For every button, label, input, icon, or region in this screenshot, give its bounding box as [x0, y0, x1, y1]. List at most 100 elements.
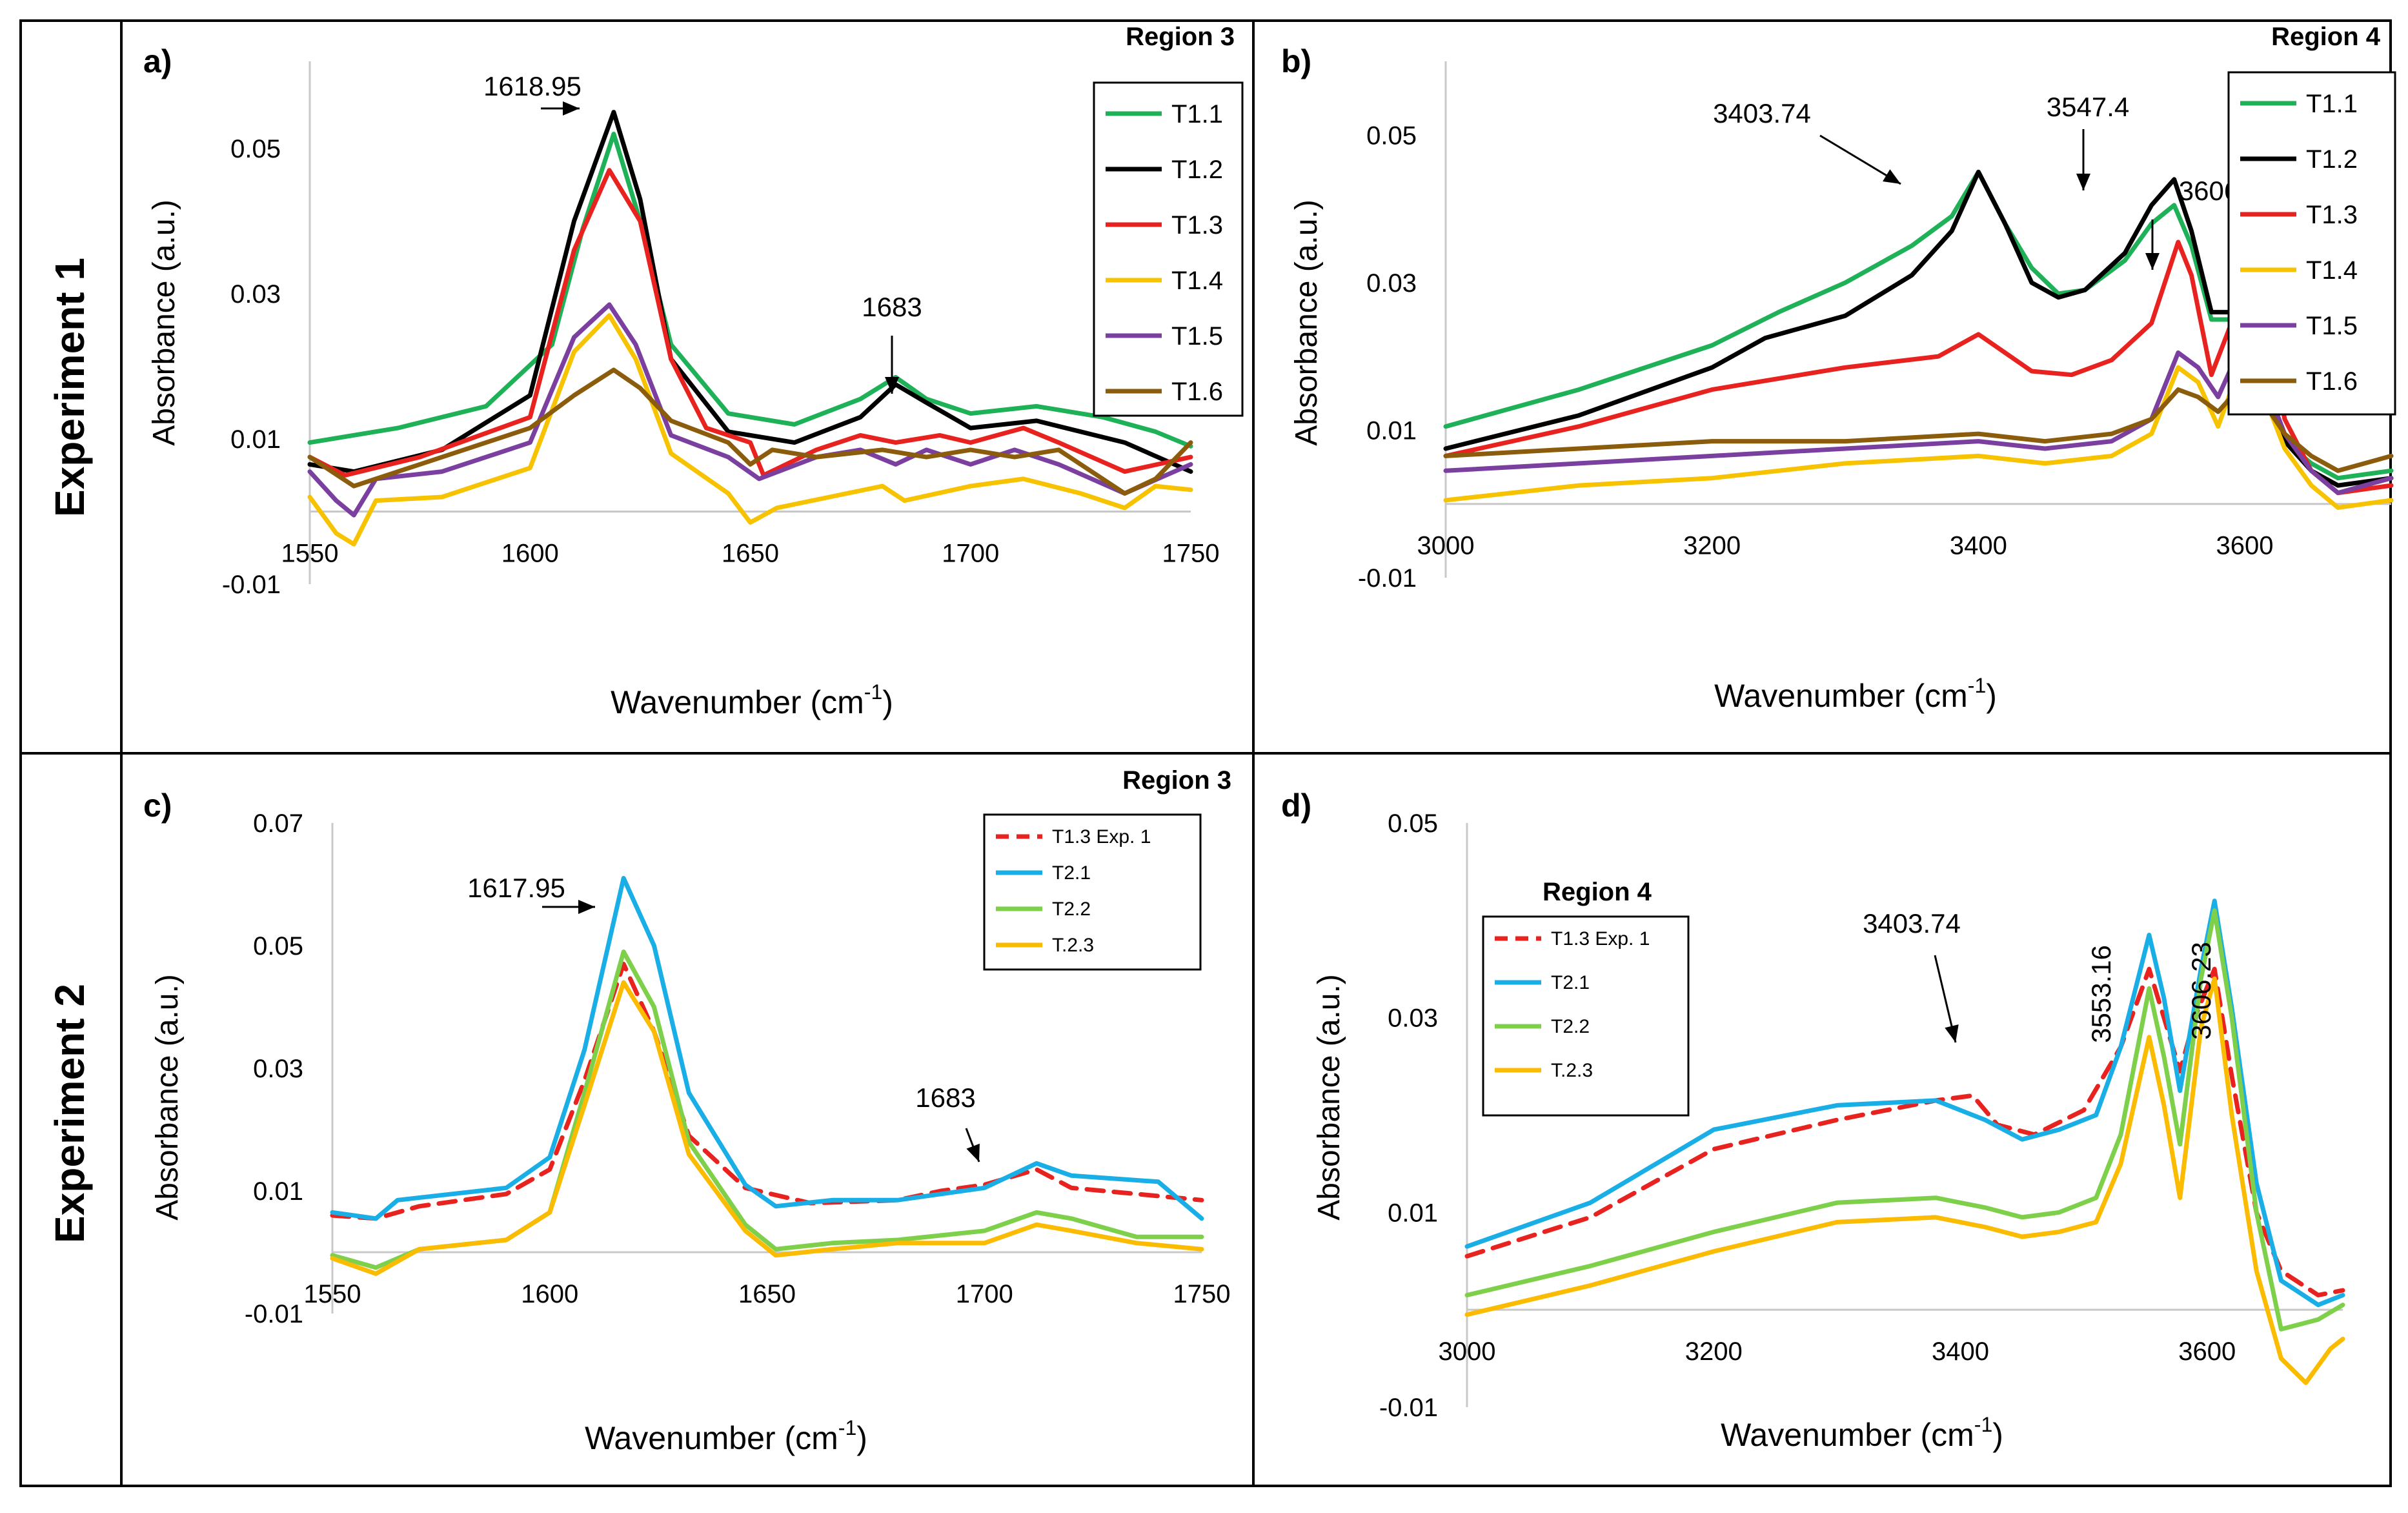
x-axis-title: Wavenumber (cm-1): [611, 680, 893, 720]
y-axis-title: Absorbance (a.u.): [1290, 199, 1324, 446]
region-label: Region 3: [1126, 23, 1235, 51]
panel-frame: [1252, 752, 2392, 1487]
legend-entry-label: T1.3: [1171, 211, 1223, 239]
annotation-arrowhead: [966, 1143, 980, 1162]
x-axis-title: Wavenumber (cm-1): [585, 1416, 867, 1456]
annotation-arrowhead: [2145, 253, 2160, 270]
x-tick-label: 3200: [1683, 532, 1741, 560]
x-tick-label: 1700: [956, 1280, 1013, 1308]
row-label-experiment-2: Experiment 2: [46, 984, 93, 1243]
series-line-t1-6: [307, 367, 1193, 496]
series-line-t2-1: [1464, 899, 2345, 1308]
series-line-t1-2: [307, 110, 1193, 474]
series-line-t1-3-exp-1: [330, 962, 1204, 1221]
y-tick-label: 0.03: [253, 1055, 303, 1083]
x-axis-title-sup: -1: [864, 680, 882, 704]
peak-annotation: 1618.95: [483, 71, 582, 101]
legend-entry-label: T1.4: [2306, 256, 2358, 285]
x-axis-title-end: ): [1992, 1417, 2003, 1453]
y-tick-label: 0.07: [253, 809, 303, 838]
x-tick-label: 3600: [2216, 532, 2274, 560]
peak-annotation: 3606.23: [2186, 942, 2216, 1040]
series-line-t2-1: [330, 876, 1204, 1221]
legend-entry-label: T2.1: [1052, 862, 1091, 884]
x-tick-label: 1550: [304, 1280, 361, 1308]
legend-entry-label: T1.3 Exp. 1: [1052, 826, 1151, 848]
y-tick-label: 0.01: [230, 425, 281, 454]
x-axis-title: Wavenumber (cm-1): [1721, 1413, 2003, 1453]
legend-box: [2227, 71, 2396, 416]
y-tick-label: 0.05: [230, 135, 281, 163]
series-line-t2-2: [1464, 908, 2345, 1332]
series-line-t1-5: [1443, 336, 2394, 496]
region-label: Region 3: [1122, 766, 1231, 795]
y-tick-label: 0.03: [1388, 1004, 1438, 1033]
y-tick-label: 0.05: [1388, 809, 1438, 838]
series-line-t-2-3: [1464, 976, 2345, 1385]
x-tick-label: 1750: [1162, 540, 1220, 568]
panel-label: d): [1281, 787, 1311, 824]
y-tick-label: 0.05: [1366, 121, 1417, 150]
peak-annotation: 1683: [862, 292, 922, 322]
x-tick-label: 1600: [501, 540, 559, 568]
legend-box: [1482, 915, 1690, 1117]
y-tick-label: -0.01: [1379, 1394, 1438, 1422]
x-axis-title-end: ): [882, 684, 893, 720]
x-axis-title-sup: -1: [1968, 674, 1986, 697]
annotation-arrowhead: [578, 900, 595, 914]
annotation-arrowhead: [2076, 174, 2090, 190]
annotation-arrowhead: [1945, 1024, 1959, 1042]
series-line-t1-6: [1443, 380, 2394, 473]
x-axis-title: Wavenumber (cm-1): [1714, 674, 1997, 714]
peak-annotation: 1617.95: [467, 873, 565, 903]
series-line-t1-4: [1443, 350, 2394, 510]
x-tick-label: 1700: [942, 540, 999, 568]
x-tick-label: 3200: [1685, 1337, 1743, 1366]
legend-entry-label: T1.6: [1171, 378, 1223, 406]
x-tick-label: 3000: [1417, 532, 1475, 560]
legend-entry-label: T1.3 Exp. 1: [1551, 928, 1650, 949]
y-tick-label: 0.01: [1388, 1199, 1438, 1227]
annotation-arrowhead: [885, 377, 899, 394]
x-axis-title-sup: -1: [1974, 1413, 1992, 1436]
y-axis-title: Absorbance (a.u.): [147, 199, 181, 446]
y-tick-label: -0.01: [222, 571, 281, 599]
panel-label: b): [1281, 43, 1311, 79]
y-tick-label: 0.03: [230, 280, 281, 309]
legend-entry-label: T2.2: [1551, 1016, 1590, 1037]
y-axis-title: Absorbance (a.u.): [150, 974, 185, 1221]
peak-annotation: 3403.74: [1713, 98, 1811, 128]
x-tick-label: 1650: [738, 1280, 796, 1308]
y-tick-label: 0.03: [1366, 269, 1417, 298]
legend-entry-label: T.2.3: [1551, 1060, 1593, 1081]
x-tick-label: 3400: [1950, 532, 2007, 560]
series-line-t1-4: [307, 313, 1193, 547]
y-tick-label: 0.01: [1366, 416, 1417, 445]
annotation-arrowhead: [563, 101, 580, 116]
legend-entry-label: T1.2: [2306, 145, 2358, 174]
x-tick-label: 3600: [2178, 1337, 2236, 1366]
peak-annotation: 3553.16: [2086, 945, 2116, 1043]
legend-entry-label: T1.5: [2306, 312, 2358, 340]
y-tick-label: -0.01: [1358, 564, 1417, 593]
legend-entry-label: T1.1: [1171, 100, 1223, 128]
x-axis-title-sup: -1: [838, 1416, 856, 1439]
annotation-arrowhead: [1883, 169, 1901, 184]
region-label: Region 4: [1543, 878, 1652, 906]
x-tick-label: 1600: [521, 1280, 578, 1308]
panel-label: a): [143, 43, 172, 79]
y-tick-label: 0.05: [253, 932, 303, 960]
x-axis-title-end: ): [856, 1420, 867, 1456]
legend-entry-label: T1.6: [2306, 367, 2358, 396]
peak-annotation: 3547.4: [2047, 92, 2129, 122]
peak-annotation: 3403.74: [1863, 908, 1961, 939]
legend-entry-label: T1.4: [1171, 267, 1223, 295]
y-axis-title: Absorbance (a.u.): [1312, 974, 1346, 1221]
x-tick-label: 3400: [1932, 1337, 1989, 1366]
legend-entry-label: T1.1: [2306, 90, 2358, 118]
